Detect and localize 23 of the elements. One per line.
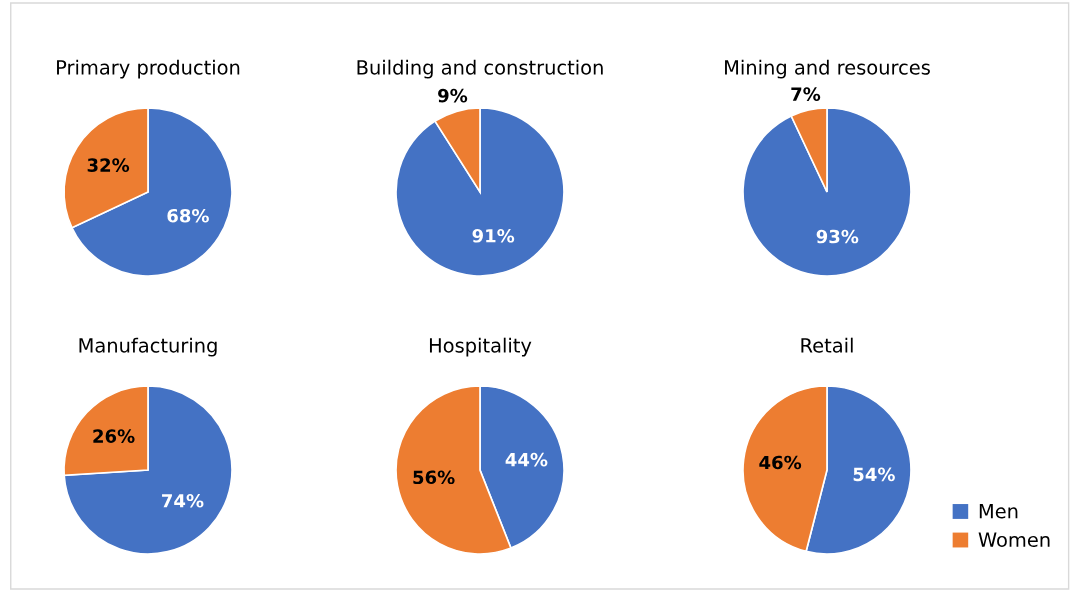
data-label: 68% [167,208,209,223]
data-label: 44% [505,452,548,467]
pie-slice [63,385,233,555]
chart-title: Mining and resources [725,59,930,79]
pie-slice [742,107,912,277]
data-label: 7% [791,87,821,101]
data-label: 93% [816,229,859,244]
data-label: 32% [87,158,130,172]
data-label: 46% [759,455,802,470]
pie-slice [395,107,565,277]
legend-label: Women [978,532,1050,548]
data-label: 9% [438,88,468,103]
data-label: 91% [472,228,515,243]
data-label: 26% [93,429,135,443]
chart-title: Building and construction [357,59,603,79]
data-label: 74% [162,493,204,508]
chart-title: Retail [801,337,853,353]
legend-label: Men [979,504,1018,519]
chart-title: Primary production [57,59,240,79]
data-label: 54% [853,467,895,482]
data-label: 56% [413,470,455,485]
chart-title: Manufacturing [79,337,217,357]
chart-title: Hospitality [429,337,532,357]
